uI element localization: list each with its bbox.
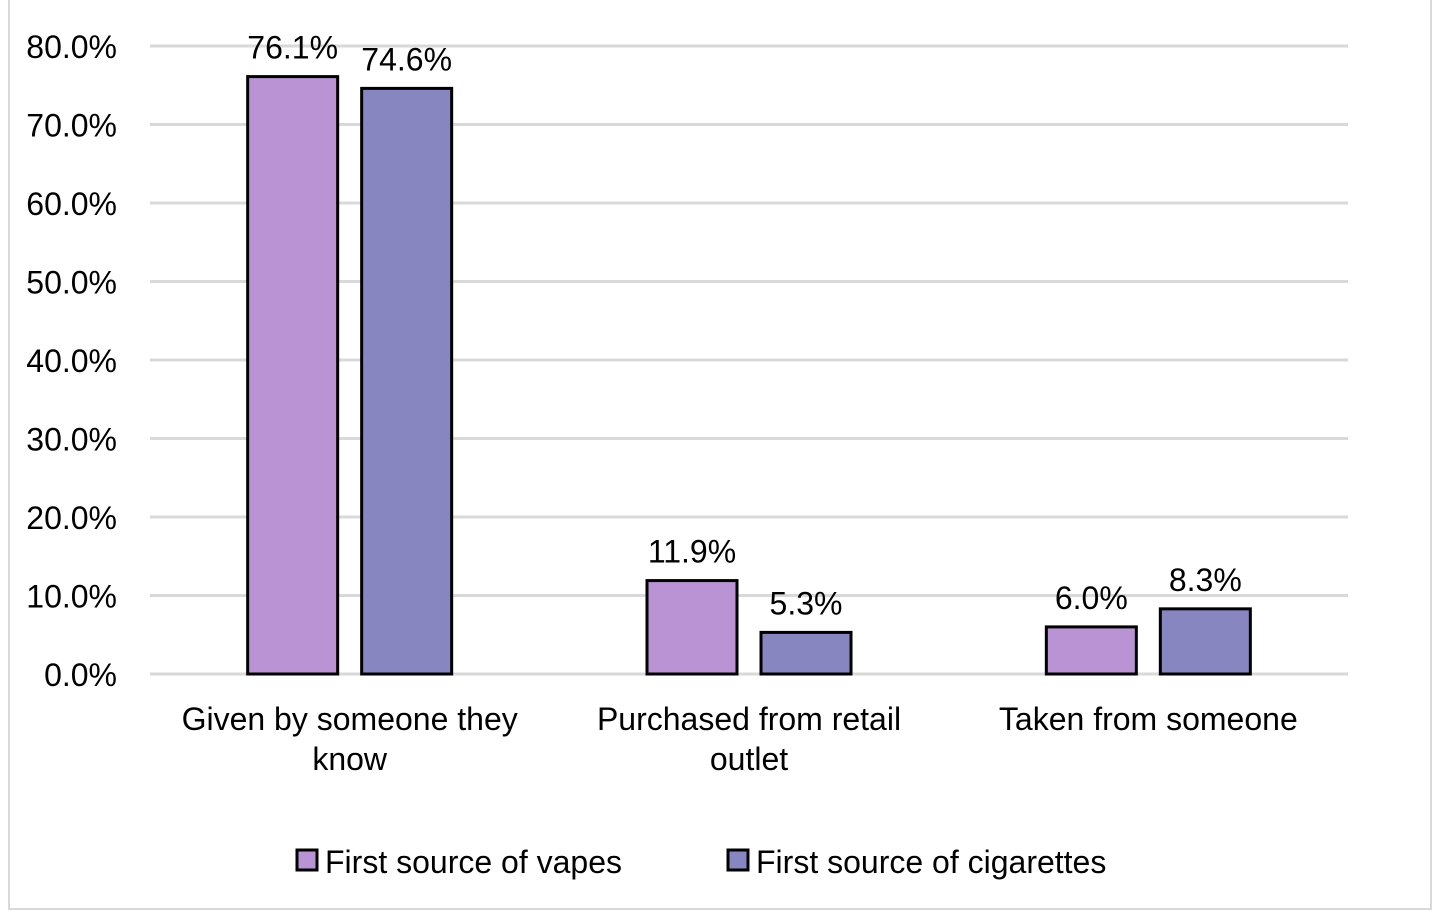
bar-cigarettes: [360, 86, 454, 676]
chart-frame: [8, 0, 1432, 910]
category-label: Given by someone they: [182, 701, 518, 737]
bar-vapes: [246, 75, 340, 676]
category-label: know: [312, 741, 388, 777]
legend: First source of vapes First source of cig…: [295, 844, 1106, 880]
y-tick-label: 50.0%: [26, 265, 117, 301]
bar-cigarettes: [759, 630, 853, 676]
data-label: 74.6%: [361, 41, 452, 77]
bar-vapes: [1044, 625, 1138, 676]
data-labels: 76.1% 74.6% 11.9% 5.3% 6.0% 8.3%: [247, 30, 1242, 622]
gridlines: [150, 44, 1348, 676]
legend-swatch: [726, 848, 750, 872]
data-label: 5.3%: [770, 585, 843, 621]
y-tick-label: 30.0%: [26, 422, 117, 458]
legend-label: First source of vapes: [325, 844, 622, 880]
y-axis-ticks: 0.0% 10.0% 20.0% 30.0% 40.0% 50.0% 60.0% 70.0% 8…: [26, 29, 117, 693]
bars: [246, 75, 1252, 676]
category-label: Taken from someone: [999, 701, 1298, 737]
data-label: 8.3%: [1169, 562, 1242, 598]
y-tick-label: 20.0%: [26, 500, 117, 536]
bar-cigarettes: [1158, 607, 1252, 676]
category-label: Purchased from retail: [597, 701, 901, 737]
data-label: 6.0%: [1055, 580, 1128, 616]
y-tick-label: 10.0%: [26, 579, 117, 615]
y-tick-label: 40.0%: [26, 343, 117, 379]
y-tick-label: 0.0%: [44, 657, 117, 693]
data-label: 11.9%: [648, 534, 736, 570]
bar-vapes: [645, 579, 739, 676]
legend-swatch: [295, 848, 319, 872]
x-axis-categories: Given by someone they know Purchased from …: [182, 701, 1298, 777]
legend-label: First source of cigarettes: [756, 844, 1106, 880]
y-tick-label: 60.0%: [26, 186, 117, 222]
category-label: outlet: [710, 741, 788, 777]
y-tick-label: 80.0%: [26, 29, 117, 65]
y-tick-label: 70.0%: [26, 108, 117, 144]
data-label: 76.1%: [247, 30, 338, 66]
